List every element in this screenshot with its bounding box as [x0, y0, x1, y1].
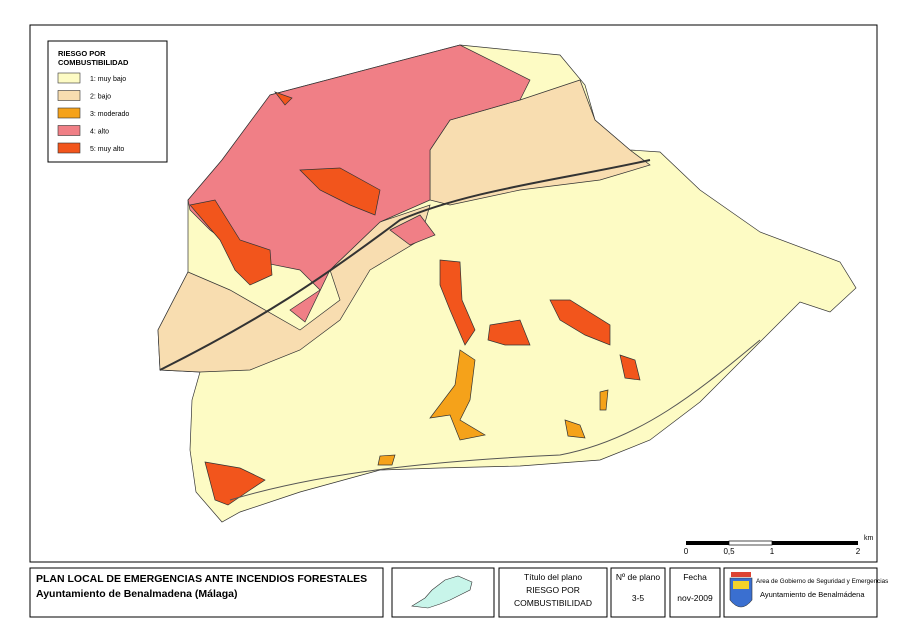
plan-title-label: Título del plano [524, 572, 582, 582]
legend-swatch [57, 142, 81, 154]
date: nov-2009 [677, 593, 713, 603]
zone-very-high [274, 91, 293, 106]
footer-title: PLAN LOCAL DE EMERGENCIAS ANTE INCENDIOS… [36, 573, 367, 585]
scale-seg [728, 540, 773, 546]
locator-map [411, 575, 473, 609]
scale-label: 0 [684, 547, 689, 556]
legend-label: 3: moderado [90, 111, 129, 118]
legend: RIESGO POR COMBUSTIBILIDAD 1: muy bajo 2:… [47, 40, 168, 163]
footer-box [29, 567, 384, 618]
legend-items: 1: muy bajo 2: bajo 3: moderado 4: alto 5: m… [57, 72, 129, 154]
date-label: Fecha [683, 572, 707, 582]
zone-high [389, 214, 436, 246]
legend-title: RIESGO POR [58, 49, 106, 58]
zone-moderate [564, 419, 586, 439]
plan-number: 3-5 [632, 593, 645, 603]
crest [729, 572, 753, 608]
scale-seg [686, 541, 729, 545]
scale-label: 2 [856, 547, 861, 556]
zone-very-high [487, 319, 531, 346]
legend-label: 5: muy alto [90, 146, 124, 153]
footer-box [669, 567, 721, 618]
legend-swatch [57, 90, 81, 101]
zone-very-high [549, 299, 611, 346]
legend-label: 4: alto [90, 129, 109, 136]
scale-unit: km [864, 535, 874, 542]
plan-number-label: Nº de plano [616, 572, 660, 582]
plan-title: RIESGO POR [526, 585, 580, 595]
zone-very-high [189, 199, 273, 286]
map [157, 44, 857, 523]
zone-very-high [619, 354, 641, 381]
zone-moderate [429, 349, 486, 441]
legend-label: 2: bajo [90, 94, 111, 101]
plan-title: COMBUSTIBILIDAD [514, 598, 592, 608]
scale-label: 1 [770, 547, 775, 556]
zone-moderate [377, 454, 396, 466]
legend-swatch [57, 107, 81, 119]
legend-title: COMBUSTIBILIDAD [58, 58, 129, 67]
org-name: Ayuntamiento de Benalmádena [760, 590, 865, 599]
highway [159, 159, 651, 371]
legend-swatch [57, 125, 81, 136]
zone-very-high [439, 259, 476, 346]
legend-label: 1: muy bajo [90, 76, 126, 83]
coastal-road [229, 339, 761, 501]
zone-very-high [204, 461, 266, 506]
zone-moderate [599, 389, 609, 411]
footer-subtitle: Ayuntamiento de Benalmadena (Málaga) [36, 588, 237, 600]
legend-swatch [57, 72, 81, 84]
zone-very-high [299, 167, 381, 216]
scale-bar: 0 0,5 1 2 km [684, 535, 874, 556]
legend-box [47, 40, 168, 163]
footer: PLAN LOCAL DE EMERGENCIAS ANTE INCENDIOS… [29, 567, 888, 618]
scale-label: 0,5 [723, 547, 735, 556]
scale-seg [772, 541, 858, 545]
org: Area de Gobierno de Seguridad y Emergenc… [756, 578, 888, 585]
footer-box [498, 567, 608, 618]
footer-box [610, 567, 666, 618]
